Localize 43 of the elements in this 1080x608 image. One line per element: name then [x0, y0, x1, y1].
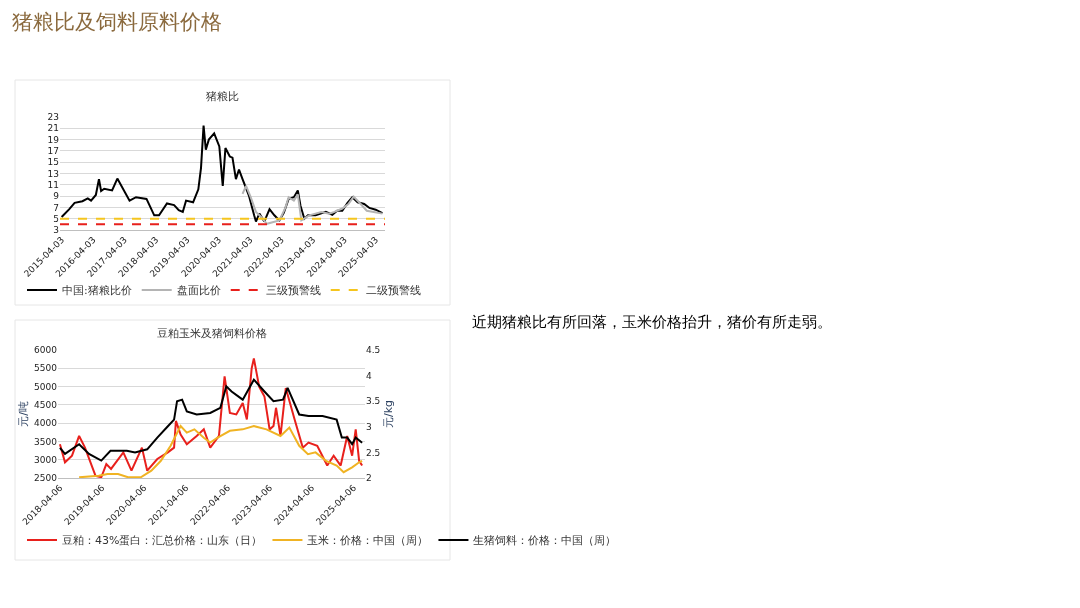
y-tick-label: 3	[53, 225, 59, 236]
y-tick-label: 5000	[34, 381, 58, 392]
y-tick-label: 7	[53, 202, 59, 213]
legend-label: 玉米：价格：中国（周）	[307, 534, 429, 548]
y-tick-label: 3000	[34, 454, 58, 465]
y-tick-label: 5500	[34, 363, 58, 374]
y-tick-label: 21	[47, 123, 59, 134]
y-tick-label: 17	[47, 146, 59, 157]
y-tick-label: 15	[47, 157, 59, 168]
y2-tick-label: 3	[366, 421, 372, 432]
chart-title: 猪粮比	[206, 90, 239, 103]
y-tick-label: 3500	[34, 436, 58, 447]
y-tick-label: 13	[47, 168, 59, 179]
y-axis-title: 元/吨	[16, 401, 30, 427]
y-tick-label: 23	[47, 112, 59, 123]
legend-label: 豆粕：43%蛋白：汇总价格：山东（日）	[62, 534, 263, 548]
legend-label: 中国:猪粮比价	[62, 284, 132, 298]
legend-label: 二级预警线	[365, 284, 421, 298]
line-series	[60, 124, 384, 223]
y-tick-label: 2500	[34, 473, 58, 484]
legend-label: 三级预警线	[265, 284, 321, 298]
y-tick-label: 5	[53, 213, 59, 224]
y-tick-label: 19	[47, 134, 60, 145]
y2-tick-label: 2.5	[366, 447, 381, 458]
y-tick-label: 4500	[34, 400, 58, 411]
line-series	[58, 357, 364, 478]
line-series	[78, 425, 364, 478]
y-tick-label: 6000	[34, 345, 58, 356]
y2-axis-title: 元/kg	[381, 399, 395, 429]
text: 近期猪粮比有所回落，玉米价格抬升，猪价有所走弱。	[472, 313, 832, 331]
text: 猪粮比及饲料原料价格	[12, 10, 222, 34]
y-tick-label: 9	[53, 191, 60, 202]
line-series	[58, 378, 364, 462]
chart-title: 豆粕玉米及猪饲料价格	[157, 327, 267, 340]
legend-label: 盘面比价	[176, 284, 221, 298]
y2-tick-label: 4	[366, 370, 372, 381]
y-tick-label: 11	[47, 179, 59, 190]
line-series	[241, 184, 384, 225]
y-tick-label: 4000	[34, 418, 58, 429]
y2-tick-label: 3.5	[366, 396, 381, 407]
legend-label: 生猪饲料：价格：中国（周）	[473, 534, 617, 548]
y2-tick-label: 4.5	[366, 345, 381, 356]
y2-tick-label: 2	[366, 473, 372, 484]
